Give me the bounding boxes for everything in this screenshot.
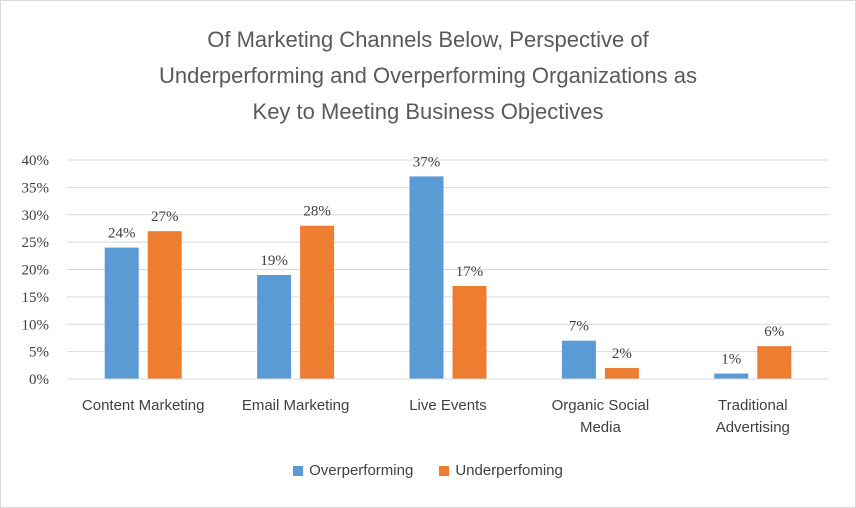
- x-category-label-3-0: Organic Social: [552, 397, 650, 414]
- bar-overperforming-3: [561, 340, 596, 379]
- x-category-label-2-0: Live Events: [409, 397, 487, 414]
- data-label-overperforming-1: 19%: [260, 253, 288, 269]
- data-label-overperforming-3: 7%: [569, 319, 589, 335]
- legend-item-overperforming: Overperforming: [293, 462, 413, 479]
- bar-overperforming-4: [714, 373, 749, 379]
- bar-underperfoming-3: [604, 368, 639, 379]
- y-tick-label-40: 40%: [22, 153, 50, 169]
- legend-swatch-overperforming: [293, 465, 304, 476]
- y-tick-label-15: 15%: [22, 290, 50, 306]
- y-tick-label-35: 35%: [22, 180, 50, 196]
- legend: Overperforming Underperfoming: [1, 462, 855, 479]
- bar-overperforming-1: [257, 274, 292, 379]
- chart-title-line-3: Key to Meeting Business Objectives: [252, 99, 604, 124]
- x-category-label-4-0: Traditional: [718, 397, 787, 414]
- bar-overperforming-2: [409, 176, 444, 379]
- x-category-label-3-1: Media: [580, 419, 622, 436]
- bar-underperfoming-0: [147, 231, 182, 379]
- bar-underperfoming-4: [757, 346, 792, 379]
- data-label-overperforming-0: 24%: [108, 226, 136, 242]
- data-label-overperforming-4: 1%: [721, 352, 741, 368]
- legend-label-overperforming: Overperforming: [309, 462, 414, 479]
- bar-underperfoming-1: [300, 225, 335, 379]
- legend-item-underperfoming: Underperfoming: [439, 462, 563, 479]
- x-category-label-4-1: Advertising: [716, 419, 790, 436]
- y-tick-label-0: 0%: [29, 372, 49, 388]
- bar-underperfoming-2: [452, 285, 487, 379]
- data-label-overperforming-2: 37%: [413, 154, 441, 170]
- legend-swatch-underperfoming: [439, 465, 450, 476]
- y-tick-label-30: 30%: [22, 208, 50, 224]
- y-tick-label-25: 25%: [22, 235, 50, 251]
- data-label-underperfoming-0: 27%: [151, 209, 179, 225]
- x-category-label-1-0: Email Marketing: [242, 397, 350, 414]
- data-label-underperfoming-4: 6%: [764, 324, 784, 340]
- y-tick-label-10: 10%: [22, 317, 50, 333]
- y-tick-label-20: 20%: [22, 263, 50, 279]
- data-label-underperfoming-1: 28%: [303, 204, 331, 220]
- data-label-underperfoming-3: 2%: [612, 346, 632, 362]
- chart-title-line-2: Underperforming and Overperforming Organ…: [158, 63, 698, 88]
- legend-label-underperfoming: Underperfoming: [455, 462, 563, 479]
- data-label-underperfoming-2: 17%: [456, 264, 484, 280]
- x-category-label-0-0: Content Marketing: [82, 397, 205, 414]
- bar-overperforming-0: [104, 247, 139, 379]
- chart-title-line-1: Of Marketing Channels Below, Perspective…: [207, 27, 649, 52]
- y-tick-label-5: 5%: [29, 345, 49, 361]
